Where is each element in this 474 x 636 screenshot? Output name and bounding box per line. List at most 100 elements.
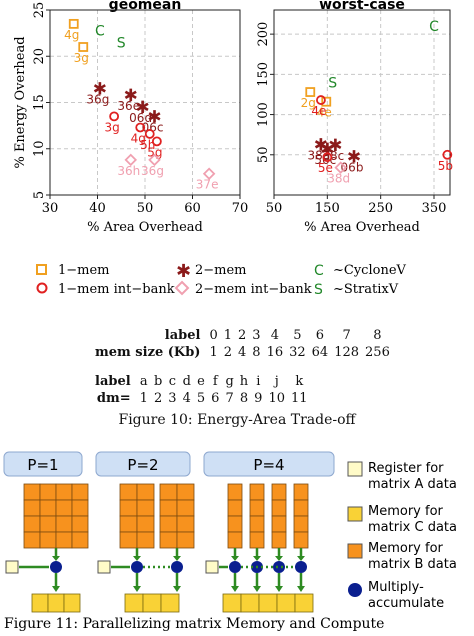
mem-label-cell: 0 [209,328,218,343]
mem-label-cell: 3 [252,328,261,343]
mem-b-cell [39,515,57,533]
mem-b-cell [23,483,41,501]
dm-value-cell: 4 [182,391,191,406]
dm-label-cell: c [168,374,177,389]
data-point: 4e [317,96,332,120]
dm-value-cell: 1 [139,391,148,406]
y-tick-label: 25 [32,2,47,19]
circle-marker [151,136,162,147]
x-tick-label: 150 [315,201,340,216]
mem-size-cell: 1 [209,345,218,360]
mem-size-cell: 64 [311,345,329,360]
legend-label: ~CycloneV [333,263,407,278]
data-point: 4g [64,18,79,42]
data-point: ✱36e [117,86,140,113]
panel-header [3,451,83,477]
legend-label: 2−mem [195,263,247,278]
mem-b-cell [293,499,309,517]
point-label: 3g [74,51,89,65]
square-icon [36,264,47,275]
fpga-marker: C [95,23,105,39]
data-point: S [328,75,337,91]
legend-item-stratixv: S ~StratixV [314,282,399,298]
dm-table: label a b c d e f g h i j k dm= 1 2 3 4 … [92,373,311,407]
mem-b-cell [227,483,243,501]
mem-table-head-size: mem size (Kb) [95,345,201,360]
mem-c-cell [142,593,162,613]
y-tick-label: 150 [256,62,271,87]
dm-value-cell: 5 [196,391,206,406]
diamond-marker [202,167,216,180]
y-axis-label: % Energy Overhead [13,36,28,168]
point-label: 2g [301,96,316,110]
circle-marker [109,111,120,122]
point-label: 37e [196,178,219,192]
legend-mem-c-line1: Memory for [368,504,444,519]
arrow-head [173,556,181,561]
mem-size-cell: 2 [223,345,232,360]
legend-item-1-mem: 1−mem [36,263,110,278]
dm-value-cell: 2 [153,391,163,406]
mem-b-swatch [347,543,363,559]
star-marker: ✱ [328,136,342,156]
mem-b-cell [176,483,195,501]
point-label: 4e [311,104,326,118]
legend-register-line2: matrix A data [368,477,457,492]
square-marker [321,96,332,107]
x-tick-label: 50 [137,201,154,216]
mem-b-cell [271,483,287,501]
arrow-head [52,586,60,592]
arrow-head [52,556,60,561]
point-label: 06b [341,160,364,174]
arrow-head [173,586,181,592]
mem-c-cell [276,593,296,613]
point-label: 4g [131,131,146,145]
arrow-head [275,556,283,561]
mem-c-cell [124,593,144,613]
circle-marker [135,122,146,133]
mem-b-cell [249,531,265,549]
cyclonev-symbol: C [314,263,324,279]
mem-b-cell [271,531,287,549]
data-point: 4e [311,95,326,118]
x-axis-label: % Area Overhead [304,220,420,235]
x-tick-label: 250 [368,201,393,216]
register-a [205,560,219,574]
panel-label: P=4 [253,456,284,474]
point-label: 5e [318,161,333,175]
register-a [97,560,111,574]
point-label: 4g [64,28,79,42]
x-tick-label: 350 [422,201,447,216]
mem-b-cell [227,515,243,533]
x-tick-label: 60 [184,201,201,216]
point-label: 5g [147,145,162,159]
mem-label-cell: 1 [223,328,232,343]
dm-label-cell: g [225,374,234,389]
mem-size-cell: 128 [334,345,360,360]
register-swatch [347,461,363,477]
data-point: 5e [318,152,333,175]
y-tick-label: 100 [256,102,271,127]
data-point: 36h [117,153,140,178]
panel-P=1: P=1 [3,451,89,613]
arrow-head [297,586,305,592]
data-point: 3g [104,111,120,134]
mem-b-cell [55,531,73,549]
point-label: 38d [327,172,350,186]
parallelization-diagram: P=1 P=2 P=4 [3,451,335,613]
mem-table-head-label: label [164,328,201,343]
panel-label: P=1 [27,456,58,474]
legend-label: 1−mem int−bank [58,282,175,297]
mem-c-cell [63,593,81,613]
diagram-legend: Register for matrix A data Memory for ma… [347,461,457,611]
dm-table-head-label: label [95,374,131,389]
point-label: 36h [117,164,140,178]
mem-size-cell: 256 [365,345,390,360]
point-label: 38d [307,148,330,162]
mem-label-cell: 2 [238,328,247,343]
dm-value-cell: 6 [211,391,220,406]
point-label: 36e [117,99,140,113]
legend-item-cyclonev: C ~CycloneV [314,263,407,279]
panel-header [203,451,335,477]
mem-b-cell [71,483,89,501]
